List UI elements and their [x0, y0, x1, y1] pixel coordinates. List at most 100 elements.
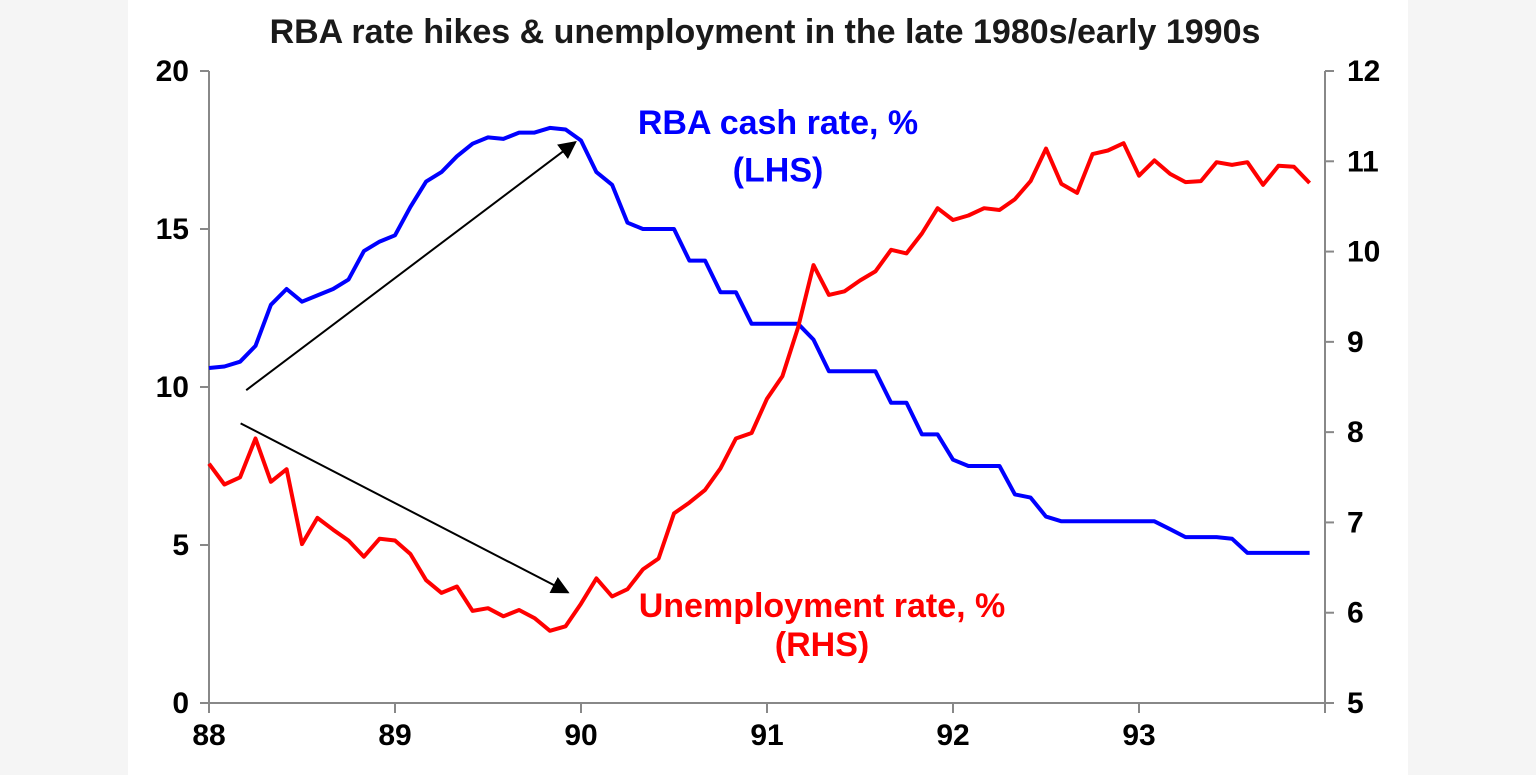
- data-point: [734, 437, 738, 441]
- data-point: [780, 374, 784, 378]
- right-y-tick-label: 11: [1347, 145, 1379, 178]
- unemployment-rate-label: Unemployment rate, %: [639, 587, 1006, 625]
- data-point: [734, 290, 738, 294]
- data-point: [1044, 515, 1048, 519]
- right-y-tick-label: 7: [1347, 506, 1364, 539]
- chart-title: RBA rate hikes & unemployment in the lat…: [270, 13, 1261, 51]
- data-point: [1106, 149, 1110, 153]
- data-point: [920, 232, 924, 236]
- data-point: [843, 369, 847, 373]
- data-point: [269, 480, 273, 484]
- data-point: [858, 369, 862, 373]
- data-point: [501, 137, 505, 141]
- right-margin-panel: [1408, 0, 1536, 775]
- data-point: [750, 431, 754, 435]
- data-point: [331, 287, 335, 291]
- left-y-tick-label: 20: [156, 55, 189, 88]
- data-point: [610, 183, 614, 187]
- data-point: [657, 557, 661, 561]
- data-point: [347, 539, 351, 543]
- data-point: [1199, 179, 1203, 183]
- data-point: [657, 227, 661, 231]
- data-point: [1215, 160, 1219, 164]
- data-point: [966, 214, 970, 218]
- data-point: [564, 624, 568, 628]
- tick-marks: [200, 70, 1334, 713]
- data-point: [1013, 492, 1017, 496]
- x-tick-label: 88: [192, 719, 225, 752]
- data-point: [1029, 179, 1033, 183]
- x-tick-label: 93: [1122, 719, 1155, 752]
- data-point: [982, 206, 986, 210]
- data-point: [626, 587, 630, 591]
- data-point: [1168, 527, 1172, 531]
- data-point: [966, 464, 970, 468]
- data-point: [408, 205, 412, 209]
- data-point: [222, 483, 226, 487]
- data-point: [440, 591, 444, 595]
- data-point: [424, 578, 428, 582]
- data-point: [1059, 182, 1063, 186]
- data-point: [889, 248, 893, 252]
- data-point: [517, 608, 521, 612]
- x-tick-label: 91: [750, 719, 783, 752]
- data-point: [1184, 535, 1188, 539]
- cash-rate-line: [208, 125, 1310, 555]
- data-point: [594, 576, 598, 580]
- data-point: [222, 365, 226, 369]
- data-point: [207, 462, 211, 466]
- data-point: [347, 278, 351, 282]
- right-y-tick-label: 10: [1347, 236, 1380, 269]
- data-point: [703, 259, 707, 263]
- data-point: [517, 131, 521, 135]
- left-y-tick-label: 10: [156, 371, 189, 404]
- data-point: [765, 322, 769, 326]
- data-point: [238, 475, 242, 479]
- data-point: [254, 344, 258, 348]
- data-point: [269, 303, 273, 307]
- data-point: [1168, 172, 1172, 176]
- data-point: [300, 300, 304, 304]
- data-point: [362, 249, 366, 253]
- data-point: [1044, 147, 1048, 151]
- data-point: [1245, 160, 1249, 164]
- unemployment-rate-line-points: [207, 141, 1312, 633]
- data-point: [1261, 183, 1265, 187]
- data-point: [594, 170, 598, 174]
- data-point: [1230, 537, 1234, 541]
- data-point: [641, 227, 645, 231]
- data-point: [936, 206, 940, 210]
- data-point: [471, 142, 475, 146]
- data-point: [1292, 165, 1296, 169]
- data-point: [687, 259, 691, 263]
- data-point: [300, 542, 304, 546]
- series-lines: [207, 125, 1312, 633]
- data-point: [254, 437, 258, 441]
- data-point: [626, 221, 630, 225]
- data-point: [1199, 535, 1203, 539]
- data-point: [796, 325, 800, 329]
- data-point: [564, 128, 568, 132]
- data-point: [455, 585, 459, 589]
- data-point: [1106, 519, 1110, 523]
- data-point: [579, 602, 583, 606]
- data-point: [486, 606, 490, 610]
- data-point: [951, 458, 955, 462]
- data-point: [1059, 519, 1063, 523]
- data-point: [1215, 535, 1219, 539]
- data-point: [362, 555, 366, 559]
- data-point: [889, 401, 893, 405]
- data-point: [1091, 519, 1095, 523]
- data-point: [1075, 519, 1079, 523]
- data-point: [780, 322, 784, 326]
- data-point: [1137, 519, 1141, 523]
- unemployment-rate-line: [207, 141, 1312, 633]
- data-point: [687, 501, 691, 505]
- data-point: [285, 467, 289, 471]
- data-point: [812, 263, 816, 267]
- right-y-tick-label: 9: [1347, 326, 1364, 359]
- data-point: [393, 233, 397, 237]
